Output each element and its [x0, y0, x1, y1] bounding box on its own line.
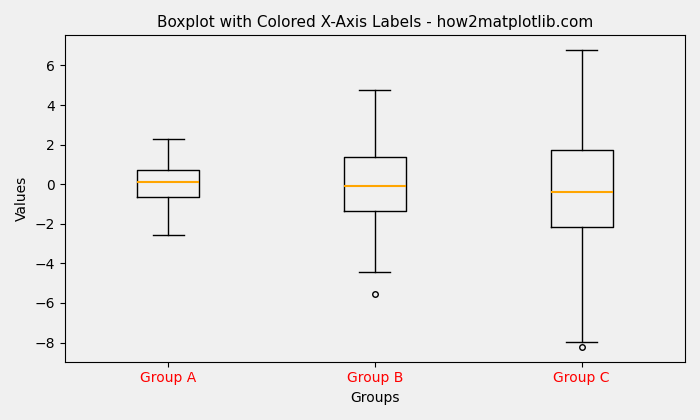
Y-axis label: Values: Values [15, 176, 29, 221]
Title: Boxplot with Colored X-Axis Labels - how2matplotlib.com: Boxplot with Colored X-Axis Labels - how… [157, 15, 593, 30]
X-axis label: Groups: Groups [350, 391, 400, 405]
